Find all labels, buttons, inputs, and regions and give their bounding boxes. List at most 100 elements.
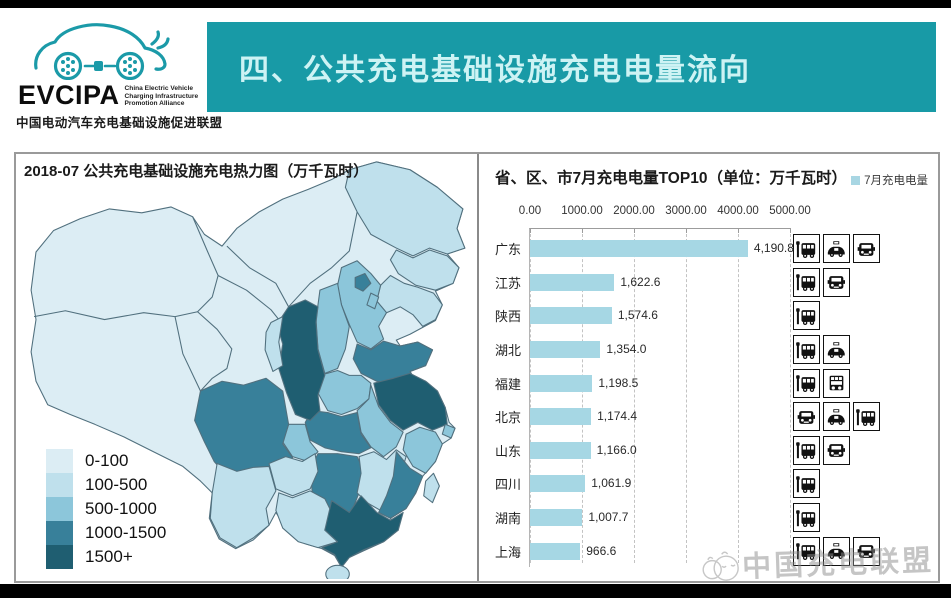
taxi-icon-box <box>823 234 850 264</box>
map-title: 2018-07 公共充电基础设施充电热力图（万千瓦时） <box>24 163 369 180</box>
title-banner: 四、公共充电基础设施充电电量流向 <box>207 22 936 112</box>
value-label: 1,574.6 <box>617 308 658 323</box>
axis-tick <box>634 228 635 233</box>
car-icon <box>797 410 815 424</box>
value-label: 1,622.6 <box>620 274 661 289</box>
category-label: 山东 <box>495 443 522 459</box>
bus-icon-box <box>793 469 820 499</box>
value-label: 1,007.7 <box>588 510 629 525</box>
legend-swatch <box>851 175 861 185</box>
legend-range-label: 100-500 <box>85 475 148 494</box>
vehicle-icons <box>793 536 883 566</box>
evcipa-logo: EVCIPA China Electric Vehicle Charging I… <box>14 16 222 138</box>
map-legend-item: 500-1000 <box>46 497 166 521</box>
panel-divider <box>477 154 479 581</box>
axis-tick-label: 5000.00 <box>769 205 811 217</box>
bus-icon <box>796 476 816 493</box>
chart-row: 江苏 1,622.6 <box>495 266 936 300</box>
province-zhejiang <box>402 426 443 474</box>
map-legend-item: 0-100 <box>46 449 166 473</box>
province-guizhou <box>268 453 319 497</box>
gridline <box>738 229 739 563</box>
car-icon-box <box>823 435 850 465</box>
bus-icon <box>796 509 816 527</box>
plot-area: 0.00 1000.00 2000.00 3000.00 4000.00 5000.00 <box>519 205 811 567</box>
bar-track: 1,166.0 <box>529 441 789 459</box>
chart-rows: 广东 4,190.8 江苏 1,622.6 陕西 1,574.6 湖北 1,354.0 福建 1,… <box>495 232 936 568</box>
value-label: 1,166.0 <box>596 442 637 457</box>
axis-tick <box>686 228 687 233</box>
gridline <box>686 229 687 563</box>
map-legend-item: 1500+ <box>46 545 166 569</box>
brand-name: EVCIPA <box>18 80 120 110</box>
taxi-icon-box <box>823 335 850 365</box>
province-tianjin <box>366 292 380 310</box>
taxi-icon <box>827 341 845 358</box>
bus-icon-box <box>793 234 820 264</box>
bus-icon <box>796 375 816 393</box>
bar <box>530 441 591 459</box>
chart-title: 省、区、市7月充电电量TOP10（单位：万千瓦时） <box>495 170 847 187</box>
watermark-text: 中国充电联盟 <box>741 544 935 584</box>
category-label: 北京 <box>495 410 522 426</box>
chart-row: 山东 1,166.0 <box>495 434 936 468</box>
map-legend: 0-100 100-500 500-1000 1000-1500 1500+ <box>46 449 166 569</box>
category-label: 上海 <box>495 544 522 560</box>
axis-tick <box>582 228 583 233</box>
gridline <box>582 229 583 563</box>
province-jiangsu <box>373 372 448 431</box>
watermark-mascot-icon <box>702 551 739 581</box>
category-label: 陕西 <box>495 309 522 325</box>
axis-tick <box>790 228 791 233</box>
bar <box>530 475 586 493</box>
legend-color-swatch <box>46 449 73 473</box>
axis-tick-label: 4000.00 <box>717 205 759 217</box>
gridline <box>530 229 531 563</box>
legend-color-swatch <box>46 545 73 569</box>
value-label: 1,198.5 <box>598 375 639 390</box>
gridline <box>790 229 791 563</box>
value-label: 1,354.0 <box>606 342 647 357</box>
bar-track: 4,190.8 <box>529 240 794 258</box>
bar <box>530 240 748 258</box>
bar <box>530 273 615 291</box>
bar-chart-panel: 省、区、市7月充电电量TOP10（单位：万千瓦时） 7月充电电量 0.00 100… <box>479 154 938 584</box>
chart-row: 北京 1,174.4 <box>495 400 936 434</box>
vehicle-icons <box>793 435 853 465</box>
chart-row: 福建 1,198.5 <box>495 366 936 400</box>
bus-icon-box <box>793 435 820 465</box>
province-ningxia <box>264 316 284 372</box>
legend-range-label: 0-100 <box>85 451 129 470</box>
province-guangdong <box>321 495 404 568</box>
map-legend-item: 1000-1500 <box>46 521 166 545</box>
vehicle-icons <box>793 503 823 533</box>
heatmap-panel: 2018-07 公共充电基础设施充电热力图（万千瓦时） <box>16 154 477 581</box>
province-shandong <box>352 340 434 386</box>
bus-icon <box>796 308 816 326</box>
chart-row: 四川 1,061.9 <box>495 467 936 501</box>
vehicle-icons <box>793 402 883 432</box>
top-black-bar <box>0 0 951 8</box>
taxi-icon <box>827 409 845 425</box>
bottom-black-bar <box>0 584 951 598</box>
bar <box>530 307 612 325</box>
province-taiwan <box>423 472 440 504</box>
category-label: 湖北 <box>495 343 522 359</box>
car-icon-box <box>853 234 880 264</box>
map-legend-item: 100-500 <box>46 473 166 497</box>
value-label: 1,061.9 <box>591 476 632 491</box>
axis-tick-label: 2000.00 <box>613 205 655 217</box>
legend-range-label: 500-1000 <box>85 499 157 518</box>
legend-label: 7月充电电量 <box>864 175 928 187</box>
car-icon-box <box>793 402 820 432</box>
category-label: 广东 <box>495 242 522 258</box>
bus-icon-box <box>793 536 820 566</box>
car-icon-box <box>823 267 850 297</box>
content-panel: 2018-07 公共充电基础设施充电热力图（万千瓦时） <box>14 152 940 584</box>
bus-icon-box <box>793 368 820 398</box>
province-hainan <box>325 564 350 579</box>
chart-row: 湖南 1,007.7 <box>495 501 936 535</box>
chart-legend: 7月充电电量 <box>851 172 928 188</box>
bus-icon-box <box>793 503 820 533</box>
